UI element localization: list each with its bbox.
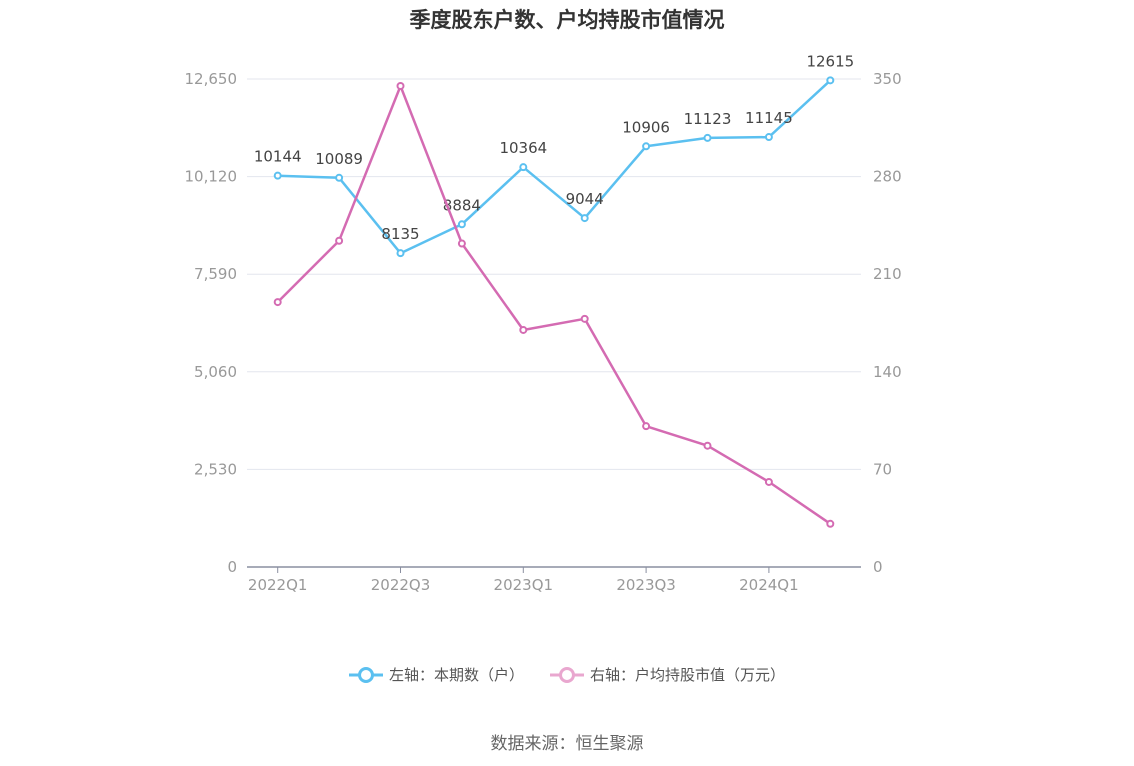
data-point — [764, 477, 773, 486]
x-tick-label: 2024Q1 — [739, 576, 799, 594]
data-point — [396, 249, 405, 258]
data-point — [273, 171, 282, 180]
legend: 左轴：本期数（户） 右轴：户均持股市值（万元） — [0, 664, 1134, 685]
data-point — [764, 133, 773, 142]
data-label: 8135 — [381, 225, 419, 243]
y-right-tick-label: 210 — [873, 265, 902, 283]
legend-item-households[interactable]: 左轴：本期数（户） — [348, 664, 524, 685]
legend-marker-households-icon — [348, 666, 383, 683]
y-right-tick-label: 140 — [873, 363, 902, 381]
data-label: 8884 — [443, 196, 481, 214]
data-point — [457, 220, 466, 229]
x-tick-label: 2022Q1 — [248, 576, 308, 594]
data-label: 10089 — [315, 150, 363, 168]
y-left-tick-label: 12,650 — [185, 70, 238, 88]
y-left-tick-label: 10,120 — [185, 168, 238, 186]
y-right-tick-label: 70 — [873, 460, 892, 478]
y-right-tick-label: 350 — [873, 70, 902, 88]
data-label: 10144 — [254, 148, 302, 166]
x-tick-label: 2022Q3 — [371, 576, 431, 594]
series-line-households — [277, 79, 832, 255]
data-point — [519, 163, 528, 172]
data-point — [642, 422, 651, 431]
data-point — [396, 81, 405, 90]
data-label: 9044 — [566, 190, 604, 208]
legend-item-avg-value[interactable]: 右轴：户均持股市值（万元） — [550, 664, 785, 685]
data-label: 10906 — [622, 118, 670, 136]
data-label: 11123 — [684, 110, 732, 128]
y-right-tick-label: 0 — [873, 558, 883, 576]
chart-title: 季度股东户数、户均持股市值情况 — [409, 8, 725, 32]
data-point — [273, 298, 282, 307]
data-point — [580, 314, 589, 323]
data-point — [642, 142, 651, 151]
legend-label-households: 左轴：本期数（户） — [388, 666, 524, 684]
data-point — [335, 236, 344, 245]
y-left-tick-label: 5,060 — [194, 363, 237, 381]
y-left-tick-label: 7,590 — [194, 265, 237, 283]
y-right-tick-label: 280 — [873, 168, 902, 186]
data-label: 10364 — [499, 139, 547, 157]
y-left-tick-label: 2,530 — [194, 460, 237, 478]
x-tick-label: 2023Q1 — [494, 576, 554, 594]
data-point — [580, 214, 589, 223]
data-point — [519, 325, 528, 334]
data-label: 11145 — [745, 109, 793, 127]
legend-marker-avg-value-icon — [550, 666, 584, 683]
series-line-avg-value — [276, 84, 832, 525]
data-point — [826, 76, 835, 85]
data-source: 数据来源：恒生聚源 — [490, 734, 644, 754]
x-tick-label: 2023Q3 — [616, 576, 676, 594]
data-point — [335, 173, 344, 182]
data-label: 12615 — [806, 52, 854, 70]
y-left-tick-label: 0 — [227, 558, 237, 576]
data-point — [826, 519, 835, 528]
data-point — [457, 239, 466, 248]
data-point — [703, 441, 712, 450]
data-point — [703, 133, 712, 142]
legend-label-avg-value: 右轴：户均持股市值（万元） — [590, 666, 786, 684]
